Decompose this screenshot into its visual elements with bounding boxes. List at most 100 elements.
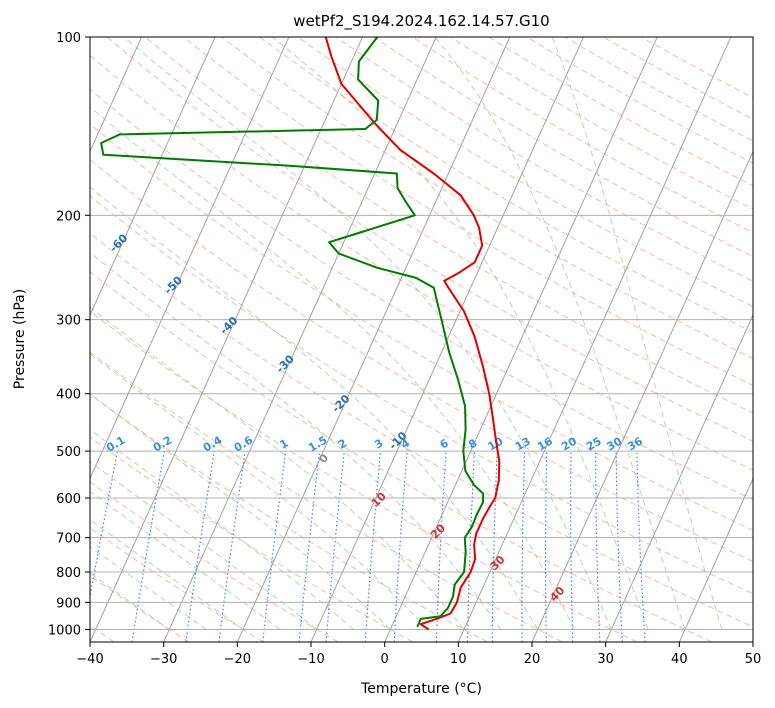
mixing-ratio-line — [570, 451, 574, 642]
x-axis-label: Temperature (°C) — [360, 681, 482, 697]
moist-adiabat-line — [90, 546, 207, 630]
dry-adiabat-line — [90, 393, 488, 642]
dry-adiabat-line — [297, 37, 753, 308]
isotherm-line — [752, 640, 753, 642]
y-tick-label: 600 — [56, 492, 81, 507]
y-tick-label: 300 — [56, 314, 81, 329]
background-line-labels: 0.10.20.40.611.52346810131620253036-100-… — [56, 181, 645, 604]
isotherm-line — [90, 37, 216, 317]
sounding-series — [100, 37, 501, 631]
dry-adiabat-label: -30 — [274, 352, 297, 375]
mixing-ratio-label: 1 — [277, 437, 290, 452]
x-tick-label: 50 — [745, 652, 762, 667]
x-tick-label: −10 — [297, 652, 324, 667]
x-tick-label: 30 — [597, 652, 614, 667]
isotherm-line — [605, 313, 753, 642]
isotherm-line — [90, 37, 363, 642]
isotherm-line — [90, 37, 290, 480]
dry-adiabat-line — [90, 351, 563, 642]
dry-adiabat-label: -70 — [56, 181, 79, 204]
dry-adiabat-line — [144, 37, 753, 414]
moist-adiabat-line — [90, 353, 428, 630]
dry-adiabat-line — [90, 88, 753, 501]
moist-adiabat-line — [90, 461, 318, 630]
moist-adiabat-label: 0 — [316, 451, 331, 466]
mixing-ratio-line — [298, 451, 321, 642]
dry-adiabat-line — [182, 37, 753, 386]
moist-adiabat-line — [90, 393, 391, 630]
moist-adiabat-line — [90, 306, 465, 630]
x-tick-label: 20 — [524, 652, 541, 667]
mixing-ratio-line — [131, 451, 165, 642]
dry-adiabat-line — [335, 37, 753, 282]
dry-adiabat-line — [90, 158, 753, 563]
moist-adiabat-line — [90, 572, 170, 630]
y-tick-label: 800 — [56, 566, 81, 581]
y-axis: 100 200 300 400 500 600 700 800 900 1000 — [48, 31, 90, 638]
isobars — [90, 37, 753, 630]
moist-adiabat-line — [90, 252, 502, 630]
x-axis: −40 −30 −20 −10 0 10 20 30 40 50 — [76, 642, 761, 667]
isotherm-line — [236, 37, 511, 642]
mixing-ratio-line — [262, 451, 287, 642]
isotherms — [0, 37, 753, 642]
isotherm-line — [90, 37, 142, 153]
dry-adiabat-label: -20 — [329, 392, 352, 415]
dry-adiabat-label: -40 — [217, 314, 240, 337]
isotherm-line — [384, 37, 658, 642]
moist-adiabat-line — [434, 37, 686, 630]
mixing-ratio-line — [218, 451, 246, 642]
dry-adiabat-line — [90, 123, 753, 531]
mixing-ratio-line — [544, 451, 548, 642]
x-tick-label: −30 — [150, 652, 177, 667]
isotherm-line — [310, 37, 584, 642]
dry-adiabat-line — [90, 527, 264, 642]
dry-adiabat-line — [221, 37, 753, 360]
dry-adiabat-line — [564, 37, 753, 142]
temperature-line — [324, 37, 501, 631]
y-tick-label: 100 — [56, 31, 81, 46]
mixing-ratio-line — [393, 451, 408, 642]
isotherm-line — [0, 37, 68, 642]
isotherm-line — [457, 37, 732, 642]
mixing-ratio-line — [595, 451, 601, 642]
dry-adiabat-line — [602, 37, 753, 120]
moist-adiabat-line — [90, 518, 244, 630]
chart-title: wetPf2_S194.2024.162.14.57.G10 — [293, 12, 549, 31]
isotherm-line — [163, 37, 437, 642]
moist-adiabats — [90, 37, 723, 630]
dry-adiabat-line — [90, 271, 712, 642]
dry-adiabat-line — [488, 37, 753, 187]
mixing-ratio-label: 6 — [438, 436, 451, 451]
dewpoint-line — [100, 37, 485, 628]
dry-adiabat-line — [106, 37, 753, 442]
mixing-ratio-label: 8 — [466, 437, 479, 452]
y-tick-label: 900 — [56, 596, 81, 611]
y-tick-label: 1000 — [48, 623, 81, 638]
dry-adiabat-line — [90, 54, 753, 471]
moist-adiabat-line — [271, 37, 649, 630]
dry-adiabats — [90, 37, 753, 642]
moist-adiabat-line — [123, 37, 612, 630]
x-tick-label: −20 — [224, 652, 251, 667]
mixing-ratio-line — [90, 450, 119, 600]
mixing-ratio-line — [185, 451, 215, 642]
dry-adiabat-label: -50 — [162, 273, 185, 296]
y-tick-label: 200 — [56, 209, 81, 224]
moist-adiabat-line — [551, 37, 723, 630]
mixing-ratio-line — [615, 451, 623, 642]
isotherm-line — [678, 477, 753, 642]
mixing-ratio-label: 3 — [372, 437, 385, 452]
plot-frame — [89, 36, 754, 643]
y-tick-label: 700 — [56, 532, 81, 547]
mixing-ratio-line — [636, 451, 646, 642]
moist-adiabat-line — [90, 428, 354, 630]
mixing-ratio-line — [491, 451, 498, 642]
dry-adiabat-line — [90, 310, 638, 642]
mixing-ratio-lines — [90, 450, 646, 642]
moist-adiabat-line — [90, 106, 575, 630]
dry-adiabat-label: -60 — [107, 231, 130, 254]
dry-adiabat-line — [90, 436, 414, 642]
x-tick-label: −40 — [76, 652, 103, 667]
